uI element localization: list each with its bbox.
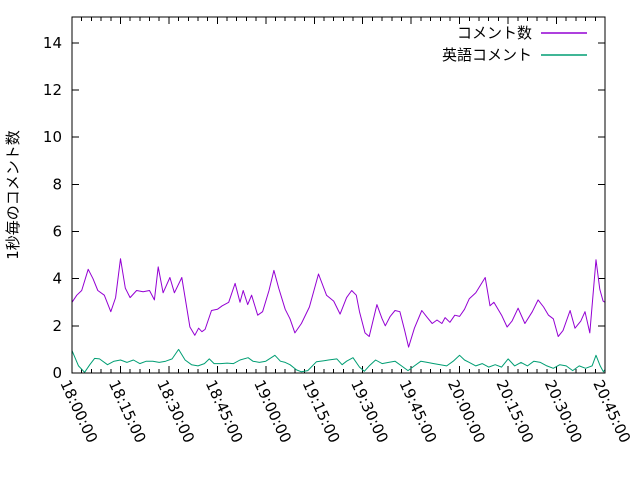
x-tick-label: 18:45:00 — [202, 377, 247, 446]
y-tick-label: 10 — [43, 128, 62, 146]
x-tick-label: 18:30:00 — [153, 377, 198, 446]
x-tick-label: 18:00:00 — [56, 377, 101, 446]
series-line-english-comments — [71, 348, 606, 373]
x-tick-label: 20:15:00 — [492, 377, 537, 446]
x-tick-label: 19:15:00 — [299, 377, 344, 446]
y-axis-title: 1秒毎のコメント数 — [4, 130, 22, 260]
y-tick-label: 8 — [52, 175, 62, 193]
legend-item-comments: コメント数 — [457, 24, 587, 42]
x-tick-label: 20:45:00 — [589, 377, 634, 446]
x-tick-label: 20:30:00 — [541, 377, 586, 446]
y-axis-ticks: 0 2 4 6 8 10 12 14 — [43, 34, 605, 382]
legend-item-english-comments: 英語コメント — [442, 46, 587, 64]
x-tick-label: 19:45:00 — [396, 377, 441, 446]
series-line-comments — [71, 258, 606, 348]
y-tick-label: 6 — [52, 223, 62, 241]
x-tick-label: 19:00:00 — [250, 377, 295, 446]
y-tick-label: 0 — [52, 364, 62, 382]
series-lines — [71, 258, 606, 373]
x-tick-label: 19:30:00 — [347, 377, 392, 446]
y-tick-label: 2 — [52, 317, 62, 335]
legend-label: コメント数 — [457, 24, 532, 42]
x-tick-label: 20:00:00 — [444, 377, 489, 446]
plot-border — [71, 16, 606, 374]
y-tick-label: 4 — [52, 270, 62, 288]
legend-label: 英語コメント — [442, 46, 532, 64]
y-tick-label: 14 — [43, 34, 62, 52]
x-axis-ticks: 18:00:00 18:15:00 18:30:00 18:45:00 19:00:00… — [56, 17, 634, 446]
y-tick-label: 12 — [43, 81, 62, 99]
x-tick-label: 18:15:00 — [105, 377, 150, 446]
